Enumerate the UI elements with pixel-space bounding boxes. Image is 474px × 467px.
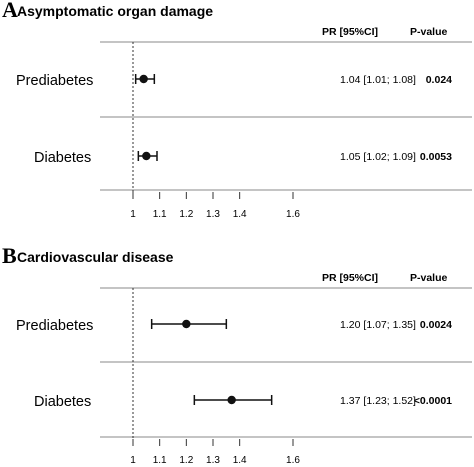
panel-a-row-diabetes-point [142,151,151,161]
panel-b-row-prediabetes-label: Prediabetes [16,318,93,334]
panel-a-title: Asymptomatic organ damage [17,3,213,19]
panel-a-row-prediabetes: Prediabetes 1.04 [1.01; 1.08] 0.024 [16,73,452,89]
panel-b-x-tick-label-1-2: 1.2 [179,455,193,466]
panel-a-x-axis: 1 1.1 1.2 1.3 1.4 1.6 [130,192,300,220]
panel-b-row-diabetes-pvalue: <0.0001 [414,395,452,407]
panel-a: A Asymptomatic organ damage PR [95%CI] P… [2,0,472,220]
panel-b-x-axis: 1 1.1 1.2 1.3 1.4 1.6 [130,439,300,466]
panel-a-row-prediabetes-pvalue: 0.024 [426,74,452,86]
panel-a-letter: A [2,0,18,22]
panel-b-row-diabetes-label: Diabetes [34,394,91,410]
panel-a-pvalue-header: P-value [410,26,448,38]
panel-b-row-diabetes-estimate: 1.37 [1.23; 1.52] [340,395,416,407]
panel-b-x-tick-label-1-3: 1.3 [206,455,220,466]
panel-a-row-prediabetes-estimate: 1.04 [1.01; 1.08] [340,74,416,86]
panel-a-row-diabetes-label: Diabetes [34,150,91,166]
panel-b-x-tick-label-1-6: 1.6 [286,455,300,466]
panel-a-x-tick-label-1-1: 1.1 [153,209,167,220]
panel-b-x-tick-label-1-1: 1.1 [153,455,167,466]
panel-b-row-prediabetes-pvalue: 0.0024 [420,319,452,331]
panel-b-x-tick-label-1: 1 [130,455,136,466]
panel-b-estimate-header: PR [95%CI] [322,272,378,284]
panel-a-row-diabetes-estimate: 1.05 [1.02; 1.09] [340,151,416,163]
panel-b-row-diabetes-point [227,395,236,405]
panel-a-row-diabetes: Diabetes 1.05 [1.02; 1.09] 0.0053 [34,150,452,166]
panel-b-row-prediabetes-point [182,319,191,329]
panel-b-row-diabetes: Diabetes 1.37 [1.23; 1.52] <0.0001 [34,394,452,410]
panel-b-title: Cardiovascular disease [17,249,174,265]
panel-b-letter: B [2,243,17,268]
panel-a-x-tick-label-1-4: 1.4 [233,209,247,220]
panel-a-x-tick-label-1-6: 1.6 [286,209,300,220]
panel-a-row-prediabetes-point [139,74,148,84]
panel-b-row-prediabetes: Prediabetes 1.20 [1.07; 1.35] 0.0024 [16,318,452,334]
panel-a-x-tick-label-1-3: 1.3 [206,209,220,220]
panel-b-row-prediabetes-estimate: 1.20 [1.07; 1.35] [340,319,416,331]
panel-a-row-diabetes-pvalue: 0.0053 [420,151,452,163]
panel-a-estimate-header: PR [95%CI] [322,26,378,38]
panel-b: B Cardiovascular disease PR [95%CI] P-va… [2,243,472,466]
panel-b-x-tick-label-1-4: 1.4 [233,455,247,466]
panel-a-x-tick-label-1: 1 [130,209,136,220]
panel-a-x-tick-label-1-2: 1.2 [179,209,193,220]
panel-b-pvalue-header: P-value [410,272,448,284]
panel-a-row-prediabetes-label: Prediabetes [16,73,93,89]
